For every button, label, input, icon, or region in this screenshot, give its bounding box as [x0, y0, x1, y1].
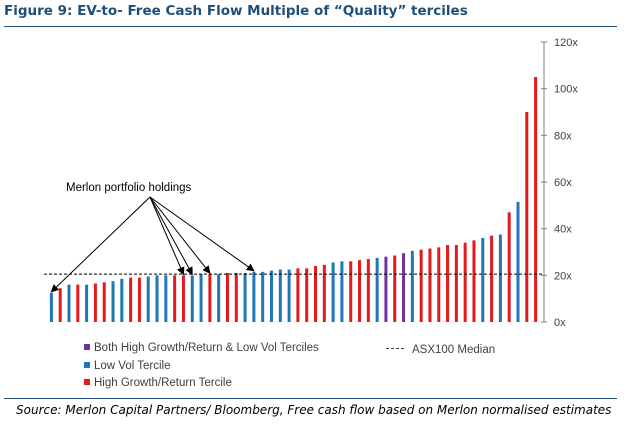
legend-item-blue: Low Vol Tercile	[84, 360, 171, 372]
median-dash-swatch	[386, 348, 404, 349]
bar	[534, 77, 538, 322]
bar	[349, 261, 353, 322]
bar	[278, 269, 282, 322]
bar	[137, 277, 141, 322]
median-legend-label: ASX100 Median	[412, 344, 496, 356]
y-axis: 0x 20x 40x 60x 80x 100x 120x	[541, 37, 578, 329]
bar	[129, 277, 133, 322]
bars	[49, 77, 538, 322]
bar	[384, 256, 388, 322]
bar	[234, 273, 238, 322]
y-tick-label: 100x	[554, 84, 578, 96]
bar	[217, 274, 221, 322]
bar	[67, 284, 71, 322]
bar	[252, 271, 256, 322]
bar	[428, 248, 432, 322]
bar	[146, 276, 150, 322]
legend-item-red: High Growth/Return Tercile	[84, 377, 232, 389]
bar	[366, 259, 370, 322]
bar	[173, 275, 177, 322]
bar	[93, 283, 97, 322]
annotation-arrow	[149, 196, 185, 276]
y-tick-label: 120x	[554, 37, 578, 49]
bar	[393, 255, 397, 322]
y-tick-label: 80x	[554, 130, 572, 142]
bar	[454, 245, 458, 322]
bar	[76, 284, 80, 322]
bar	[490, 235, 494, 322]
bar	[314, 266, 318, 322]
title-divider	[4, 26, 617, 27]
source-note: Source: Merlon Capital Partners/ Bloombe…	[16, 403, 612, 417]
bar	[269, 270, 273, 322]
y-tick-label: 0x	[554, 317, 566, 329]
bar	[498, 234, 502, 322]
bar	[375, 257, 379, 322]
bar	[102, 282, 106, 322]
bar	[190, 275, 194, 322]
bar	[340, 261, 344, 322]
bar	[410, 250, 414, 322]
legend-swatch-blue	[84, 362, 90, 368]
bar	[446, 245, 450, 322]
bar	[419, 249, 423, 322]
legend-label-purple: Both High Growth/Return & Low Vol Tercil…	[94, 342, 319, 354]
bar	[164, 275, 168, 322]
legend-label-blue: Low Vol Tercile	[94, 360, 171, 372]
bar	[525, 112, 529, 322]
bar	[155, 275, 159, 322]
bar	[331, 262, 335, 322]
bar	[516, 201, 520, 322]
y-tick-label: 40x	[554, 224, 572, 236]
legend-item-purple: Both High Growth/Return & Low Vol Tercil…	[84, 342, 319, 354]
bar	[463, 242, 467, 322]
bar	[402, 253, 406, 322]
annotation-label: Merlon portfolio holdings	[66, 182, 192, 194]
source-divider	[4, 398, 617, 399]
bar	[49, 292, 53, 322]
y-tick-label: 20x	[554, 270, 572, 282]
bar	[181, 275, 185, 322]
bar	[111, 281, 115, 322]
bar	[358, 260, 362, 322]
holdings-annotation: Merlon portfolio holdings	[50, 182, 255, 293]
y-tick-label: 60x	[554, 177, 572, 189]
legend-swatch-purple	[84, 344, 90, 350]
bar	[322, 264, 326, 322]
annotation-arrow	[149, 196, 211, 274]
bar	[287, 269, 291, 322]
annotation-arrow	[50, 196, 151, 293]
bar	[58, 288, 62, 322]
bar	[261, 271, 265, 322]
annotation-arrow	[149, 196, 193, 276]
bar	[481, 238, 485, 322]
legend-item-median: ASX100 Median	[386, 344, 495, 356]
bar	[225, 273, 229, 322]
bar	[208, 274, 212, 322]
bar	[296, 268, 300, 322]
bar	[120, 278, 124, 322]
bar	[507, 212, 511, 322]
annotation-arrow	[149, 196, 255, 272]
bar	[472, 240, 476, 322]
bar	[85, 284, 89, 322]
bar	[437, 247, 441, 322]
legend-swatch-red	[84, 379, 90, 385]
bar	[243, 273, 247, 322]
legend-label-red: High Growth/Return Tercile	[94, 377, 232, 389]
bar	[305, 268, 309, 322]
figure-title: Figure 9: EV-to- Free Cash Flow Multiple…	[4, 3, 468, 19]
bar	[199, 274, 203, 322]
